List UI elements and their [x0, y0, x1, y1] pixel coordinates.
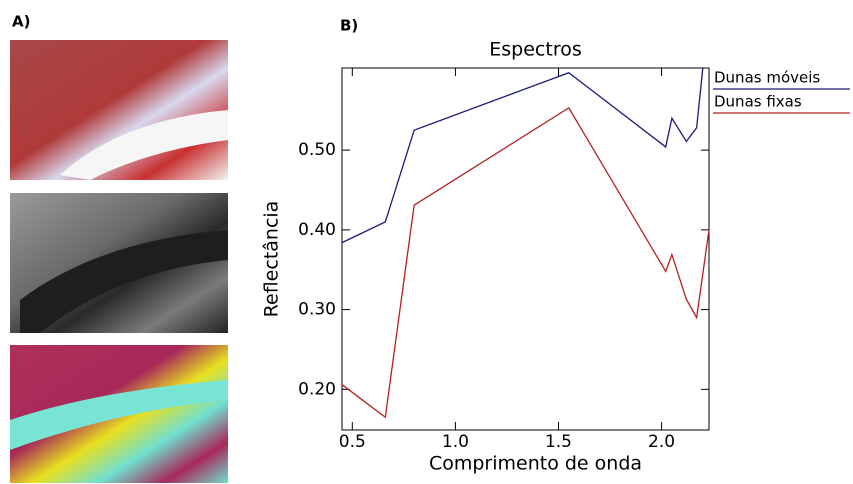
- legend-label: Dunas móveis: [714, 69, 820, 87]
- series-line: [341, 106, 710, 419]
- x-tick-label: 2.0: [648, 432, 675, 452]
- x-tick-label: 1.5: [545, 432, 572, 452]
- image-detail: [60, 110, 228, 180]
- x-tick-label: 1.0: [442, 432, 469, 452]
- chart: Espectros Comprimento de onda Reflectância…: [261, 39, 850, 475]
- y-tick-label: 0.30: [298, 300, 336, 320]
- y-tick-label: 0.50: [298, 140, 336, 160]
- x-axis-label: Comprimento de onda: [429, 453, 642, 475]
- image-detail: [20, 230, 228, 333]
- plot-frame: [341, 67, 710, 431]
- legend-label: Dunas fixas: [714, 93, 802, 111]
- panel-label: A): [12, 13, 30, 31]
- y-axis-label: Reflectância: [261, 201, 283, 318]
- panel-label: B): [340, 17, 358, 35]
- image-detail: [10, 380, 228, 450]
- series-line: [341, 67, 704, 244]
- y-tick-label: 0.40: [298, 220, 336, 240]
- x-tick-label: 0.5: [339, 432, 366, 452]
- chart-title: Espectros: [489, 39, 581, 61]
- y-tick-label: 0.20: [298, 379, 336, 399]
